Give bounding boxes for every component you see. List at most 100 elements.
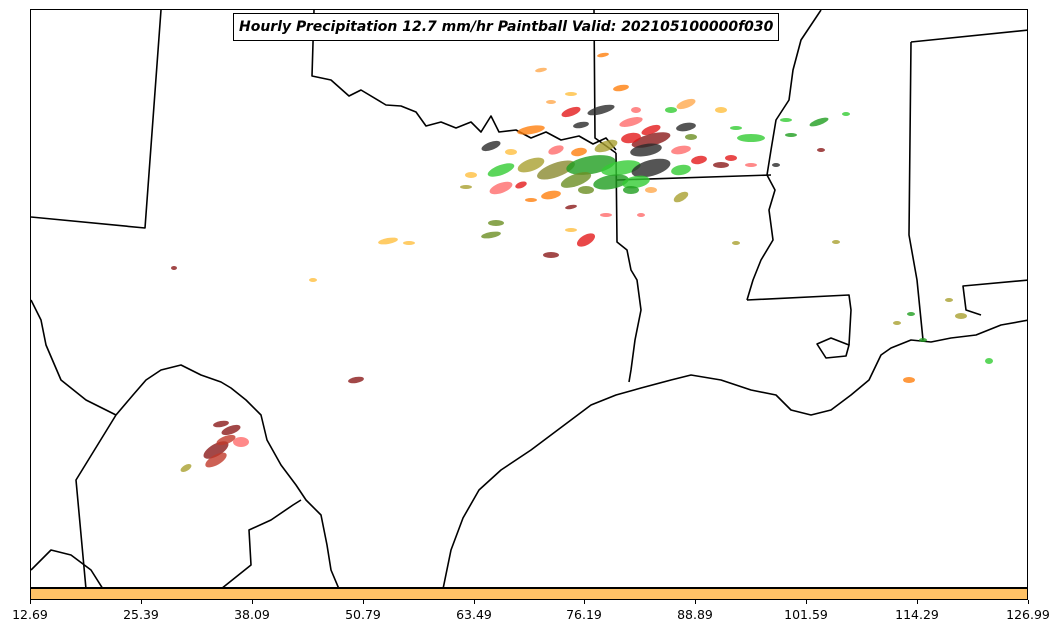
colorbar-tick-label: 38.09 [234,607,270,622]
lake-pontchartrain [816,337,850,359]
colorbar-tick-label: 76.19 [566,607,602,622]
precip-paintball [587,104,615,116]
precip-paintball [537,160,575,180]
precip-paintball [565,228,577,232]
precip-paintball [601,160,641,176]
precip-paintball [919,338,927,342]
precip-paintball [907,312,915,316]
colorbar-tick-label: 25.39 [123,607,159,622]
precip-paintball [730,126,742,130]
precip-paintball [676,122,696,132]
colorbar-tick-label: 101.59 [784,607,828,622]
precip-paintball [641,124,661,136]
precip-paintball [535,67,547,73]
precip-paintball [205,452,227,468]
precip-paintball [203,441,229,459]
precip-paintball [600,213,612,217]
precip-paintball [565,92,577,96]
precip-paintball [578,186,594,194]
map-title: Hourly Precipitation 12.7 mm/hr Paintbal… [233,13,780,41]
precip-paintball [505,149,517,155]
precip-paintball [832,240,840,244]
colorbar-tick [584,600,585,604]
la-ms-border [746,294,852,346]
precip-paintball [631,158,671,178]
precip-paintball [893,321,901,325]
precip-paintball [560,172,592,188]
colorbar-tick [806,600,807,604]
precip-paintball [565,204,577,210]
precip-paintball [548,145,564,155]
precip-paintball [180,464,192,472]
precip-paintball [309,278,317,282]
mississippi-river [746,10,822,301]
state-borders [31,10,1027,587]
rio-grande [115,364,340,587]
precip-paintball [613,84,629,92]
precip-paintball [945,298,953,302]
precip-paintball [576,233,596,247]
precip-paintball [785,133,797,137]
precip-paintball [673,191,689,203]
colorbar [30,588,1028,600]
colorbar-tick-label: 88.89 [677,607,713,622]
precip-paintball [221,424,241,436]
nm-tx-border [31,10,162,229]
ok-tx-red-river [311,10,617,151]
precip-paintball [481,140,501,152]
map-panel [30,9,1028,588]
mexico-border-chihuahua [222,499,302,587]
al-fl-border [910,29,1027,43]
colorbar-tick [695,600,696,604]
tx-west-border [31,299,117,416]
precip-paintball [745,163,757,167]
precip-paintball [465,172,477,178]
colorbar-tick [363,600,364,604]
colorbar-tick [141,600,142,604]
precip-paintball [619,117,643,127]
precip-paintball [715,107,727,113]
colorbar-tick [30,600,31,604]
precip-paintballs [171,52,993,472]
precip-paintball [543,252,559,258]
colorbar-tick-label: 50.79 [345,607,381,622]
precip-paintball [817,148,825,152]
precip-paintball [985,358,993,364]
precip-paintball [403,241,415,245]
colorbar-tick [917,600,918,604]
precip-paintball [772,163,780,167]
precip-paintball [955,313,967,319]
precip-paintball [460,185,472,189]
precip-paintball [622,175,650,189]
colorbar-tick-label: 63.49 [456,607,492,622]
precip-paintball [631,107,641,113]
colorbar-tick [474,600,475,604]
precip-paintball [593,174,629,190]
precip-paintball [630,143,662,157]
precip-paintball [713,162,729,168]
precip-paintball [637,213,645,217]
precip-paintball [780,118,792,122]
precip-paintball [737,134,765,142]
precip-paintball [561,106,581,118]
precip-paintball [515,181,527,189]
colorbar-tick-label: 12.69 [12,607,48,622]
precip-paintball [623,186,639,194]
colorbar-tick-label: 114.29 [895,607,939,622]
precip-paintball [517,125,545,135]
precip-paintball [685,134,697,140]
precip-paintball [597,52,609,58]
precip-paintball [631,132,671,148]
map-canvas [31,10,1027,587]
precip-paintball [213,420,229,428]
colorbar-tick [252,600,253,604]
gulf-coast [442,319,1027,587]
precip-paintball [233,437,249,447]
precip-paintball [573,121,589,129]
precip-paintball [517,157,545,173]
precip-paintball [732,241,740,245]
precip-paintball [645,187,657,193]
precip-paintball [725,155,737,161]
precip-paintball [665,107,677,113]
ar-la-border [615,152,642,383]
